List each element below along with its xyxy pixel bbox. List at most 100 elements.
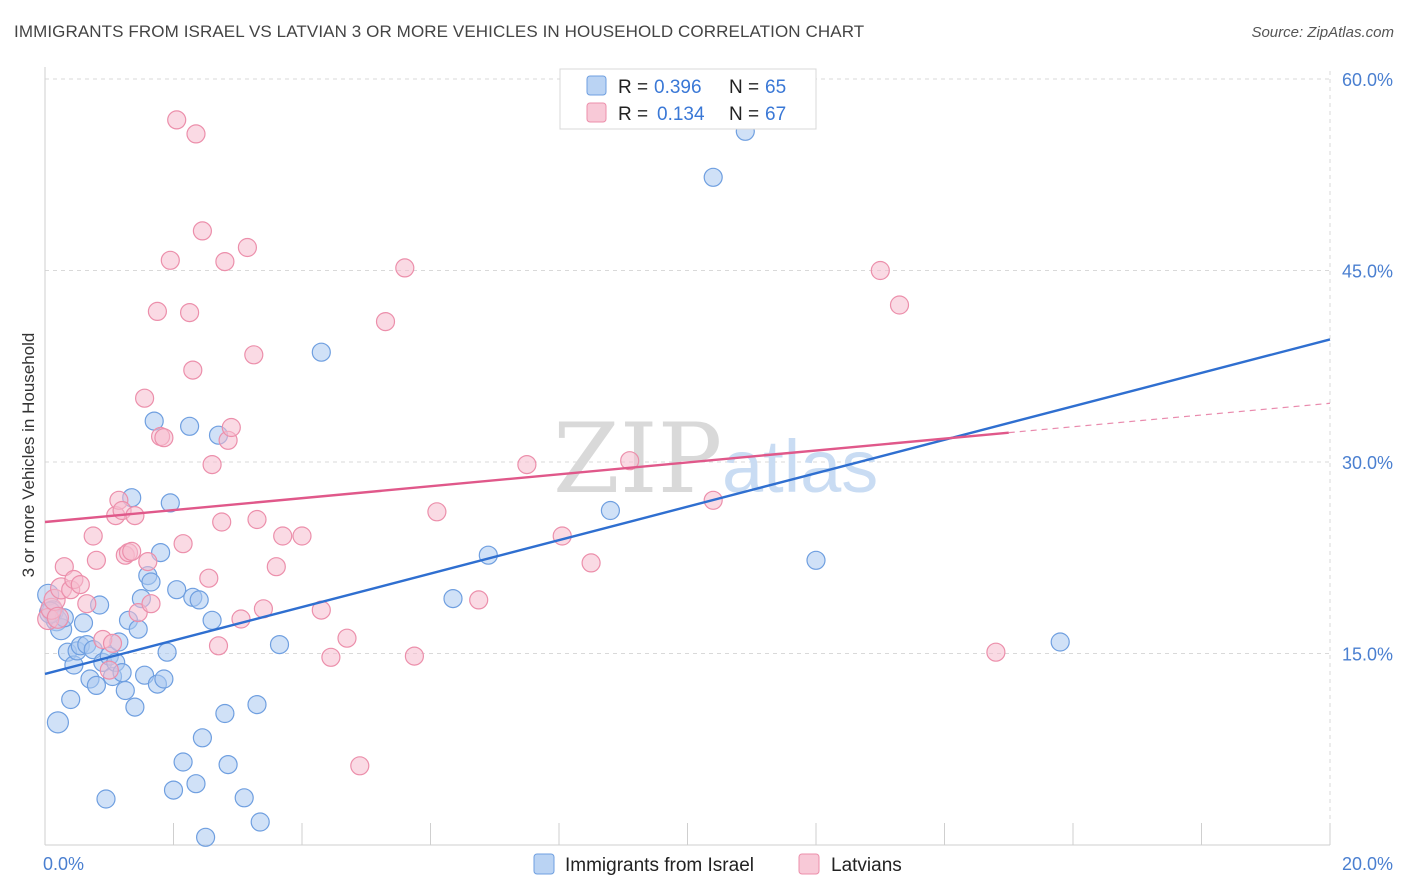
data-point [321, 647, 341, 667]
legend-swatch-latvians [586, 102, 607, 123]
data-point [311, 342, 331, 362]
y-tick-labels: 15.0% 30.0% 45.0% 60.0% [1342, 70, 1393, 665]
data-point [703, 167, 723, 187]
data-point [375, 312, 396, 332]
data-point [192, 728, 212, 748]
data-point [128, 619, 148, 639]
data-point [986, 642, 1006, 662]
series-latvians [37, 110, 1006, 776]
chart-title: IMMIGRANTS FROM ISRAEL VS LATVIAN 3 OR M… [14, 22, 865, 41]
data-point [273, 526, 293, 546]
data-point [350, 756, 370, 776]
trend-line-0 [44, 338, 1331, 676]
y-tick-label: 60.0% [1342, 70, 1393, 90]
data-point [889, 295, 910, 315]
series-legend-swatch-israel [533, 853, 555, 875]
legend-r-value-latvians: 0.134 [657, 104, 705, 125]
axes [44, 67, 1331, 846]
data-point [247, 694, 267, 715]
series-legend-swatch-latvians [798, 853, 820, 875]
data-point [215, 252, 235, 272]
legend-r-label-israel: R = [618, 77, 648, 98]
data-point [135, 388, 155, 408]
data-point [46, 606, 70, 629]
data-point [212, 512, 232, 532]
data-point [600, 500, 621, 521]
source-label: Source: ZipAtlas.com [1251, 24, 1394, 41]
x-tick-label: 0.0% [43, 854, 84, 874]
legend-swatch-israel [586, 75, 607, 96]
data-point [202, 610, 222, 630]
data-point [186, 124, 206, 144]
data-point [208, 636, 229, 656]
data-point [122, 541, 142, 562]
data-point [180, 416, 200, 436]
data-point [404, 646, 424, 666]
data-point [870, 260, 890, 281]
data-point [237, 237, 257, 258]
x-tick-label: 20.0% [1342, 854, 1393, 874]
data-point [70, 574, 90, 595]
data-point [157, 642, 177, 662]
y-tick-label: 45.0% [1342, 262, 1393, 282]
series-immigrants-from-israel [37, 121, 1070, 847]
data-point [221, 417, 241, 438]
data-point [167, 580, 187, 600]
data-point [427, 502, 447, 522]
data-point [102, 633, 123, 653]
data-point [115, 680, 135, 701]
data-point [581, 553, 601, 573]
data-point [160, 493, 180, 513]
trend-lines [44, 338, 1331, 676]
data-point [202, 455, 222, 475]
data-point [167, 110, 187, 130]
data-point [138, 551, 158, 572]
data-point [99, 660, 119, 680]
trend-line-1 [44, 431, 1009, 524]
data-point [469, 590, 489, 610]
legend-r-value-israel: 0.396 [654, 77, 702, 98]
data-point [806, 550, 826, 570]
data-point [266, 557, 286, 577]
data-point [83, 526, 103, 546]
data-point [147, 301, 167, 321]
legend-n-value-israel: 65 [765, 77, 786, 98]
data-point [61, 689, 81, 710]
series-legend: Immigrants from Israel Latvians [533, 853, 902, 876]
data-point [154, 669, 174, 689]
watermark-atlas: atlas [722, 425, 878, 508]
data-point [54, 557, 74, 577]
data-point [443, 588, 463, 609]
data-point [1050, 632, 1070, 652]
y-axis-label: 3 or more Vehicles in Household [19, 333, 38, 578]
data-point [163, 780, 184, 800]
data-point [269, 634, 290, 655]
legend-n-label-latvians: N = [729, 104, 759, 125]
data-point [218, 754, 238, 775]
legend-n-value-latvians: 67 [765, 104, 786, 125]
data-point [141, 594, 161, 614]
data-point [125, 505, 145, 526]
data-point [292, 526, 312, 546]
data-point [173, 534, 193, 554]
data-point [517, 455, 537, 475]
data-point [244, 345, 264, 365]
data-point [173, 752, 193, 772]
y-tick-label: 30.0% [1342, 453, 1393, 473]
data-point [337, 628, 357, 648]
stats-legend: R = 0.396 N = 65 R = 0.134 N = 67 [559, 68, 817, 130]
data-point [86, 675, 107, 696]
data-point [620, 451, 640, 471]
data-point [234, 788, 254, 808]
data-point [86, 550, 107, 570]
series-legend-label-latvians: Latvians [831, 855, 902, 876]
data-point [247, 509, 267, 530]
data-point [189, 590, 209, 610]
data-point [180, 303, 200, 323]
data-point [196, 827, 216, 847]
data-point [154, 428, 174, 448]
data-point [199, 568, 219, 588]
data-point [183, 360, 203, 380]
trend-line-extension-1 [1008, 402, 1331, 434]
